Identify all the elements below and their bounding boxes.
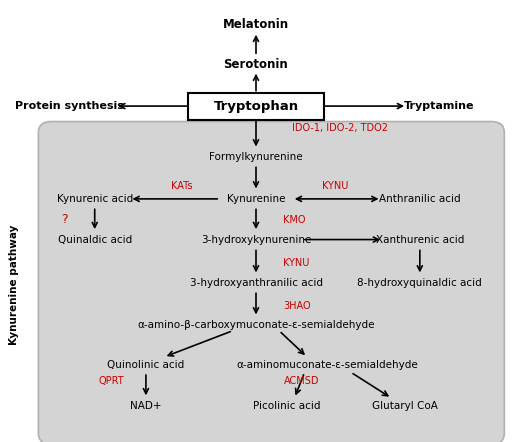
Text: Quinolinic acid: Quinolinic acid [108, 360, 184, 370]
Text: 8-hydroxyquinaldic acid: 8-hydroxyquinaldic acid [357, 278, 482, 288]
FancyBboxPatch shape [188, 93, 324, 120]
Text: Melatonin: Melatonin [223, 18, 289, 31]
Text: Anthranilic acid: Anthranilic acid [379, 194, 461, 204]
Text: 3-hydroxykynurenine: 3-hydroxykynurenine [201, 235, 311, 244]
Text: NAD+: NAD+ [130, 401, 162, 411]
Text: Xanthurenic acid: Xanthurenic acid [376, 235, 464, 244]
Text: KATs: KATs [171, 181, 193, 191]
Text: Picolinic acid: Picolinic acid [253, 401, 321, 411]
FancyBboxPatch shape [38, 122, 504, 442]
Text: QPRT: QPRT [99, 376, 124, 386]
Text: Glutaryl CoA: Glutaryl CoA [372, 401, 437, 411]
Text: Kynurenine pathway: Kynurenine pathway [9, 225, 19, 345]
Text: KYNU: KYNU [322, 181, 349, 191]
Text: Kynurenic acid: Kynurenic acid [57, 194, 133, 204]
Text: α-amino-β-carboxymuconate-ε-semialdehyde: α-amino-β-carboxymuconate-ε-semialdehyde [137, 320, 375, 330]
Text: Tryptophan: Tryptophan [214, 99, 298, 113]
Text: Formylkynurenine: Formylkynurenine [209, 152, 303, 162]
Text: KMO: KMO [283, 215, 306, 225]
Text: Tryptamine: Tryptamine [404, 101, 475, 111]
Text: ACMSD: ACMSD [284, 376, 320, 386]
Text: KYNU: KYNU [283, 258, 310, 268]
Text: Quinaldic acid: Quinaldic acid [57, 235, 132, 244]
Text: Kynurenine: Kynurenine [227, 194, 285, 204]
Text: Protein synthesis: Protein synthesis [15, 101, 123, 111]
Text: 3-hydroxyanthranilic acid: 3-hydroxyanthranilic acid [189, 278, 323, 288]
Text: α-aminomuconate-ε-semialdehyde: α-aminomuconate-ε-semialdehyde [237, 360, 418, 370]
Text: ?: ? [61, 213, 67, 226]
Text: Serotonin: Serotonin [224, 57, 288, 71]
Text: IDO-1, IDO-2, TDO2: IDO-1, IDO-2, TDO2 [292, 123, 388, 133]
Text: 3HAO: 3HAO [283, 301, 311, 311]
